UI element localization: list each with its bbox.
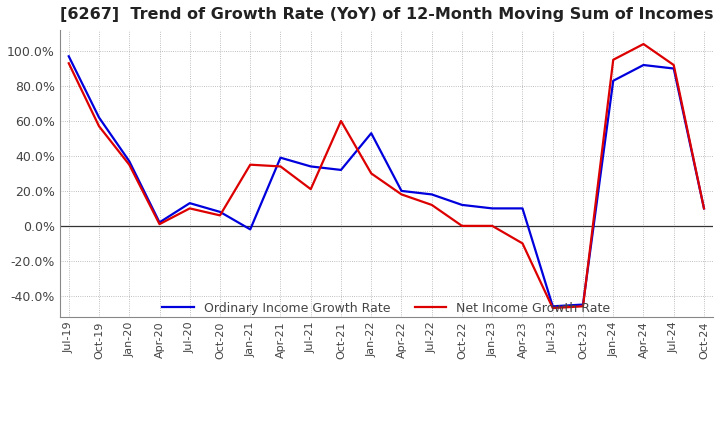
Net Income Growth Rate bbox=[549, 305, 557, 311]
Ordinary Income Growth Rate bbox=[246, 227, 255, 232]
Line: Ordinary Income Growth Rate: Ordinary Income Growth Rate bbox=[68, 56, 704, 306]
Net Income Growth Rate bbox=[156, 221, 164, 227]
Net Income Growth Rate bbox=[609, 57, 618, 62]
Ordinary Income Growth Rate bbox=[670, 66, 678, 71]
Ordinary Income Growth Rate bbox=[337, 167, 346, 172]
Net Income Growth Rate bbox=[700, 206, 708, 211]
Ordinary Income Growth Rate bbox=[156, 220, 164, 225]
Net Income Growth Rate bbox=[64, 61, 73, 66]
Title: [6267]  Trend of Growth Rate (YoY) of 12-Month Moving Sum of Incomes: [6267] Trend of Growth Rate (YoY) of 12-… bbox=[60, 7, 713, 22]
Ordinary Income Growth Rate bbox=[549, 304, 557, 309]
Net Income Growth Rate bbox=[639, 41, 648, 47]
Ordinary Income Growth Rate bbox=[64, 54, 73, 59]
Net Income Growth Rate bbox=[95, 124, 104, 129]
Net Income Growth Rate bbox=[518, 241, 527, 246]
Ordinary Income Growth Rate bbox=[95, 115, 104, 120]
Ordinary Income Growth Rate bbox=[186, 201, 194, 206]
Net Income Growth Rate bbox=[458, 223, 467, 228]
Ordinary Income Growth Rate bbox=[428, 192, 436, 197]
Ordinary Income Growth Rate bbox=[639, 62, 648, 68]
Net Income Growth Rate bbox=[670, 62, 678, 68]
Ordinary Income Growth Rate bbox=[458, 202, 467, 208]
Net Income Growth Rate bbox=[186, 206, 194, 211]
Net Income Growth Rate bbox=[337, 118, 346, 124]
Net Income Growth Rate bbox=[397, 192, 406, 197]
Ordinary Income Growth Rate bbox=[518, 206, 527, 211]
Net Income Growth Rate bbox=[216, 213, 225, 218]
Ordinary Income Growth Rate bbox=[125, 158, 134, 164]
Net Income Growth Rate bbox=[579, 304, 588, 309]
Net Income Growth Rate bbox=[307, 187, 315, 192]
Net Income Growth Rate bbox=[246, 162, 255, 167]
Ordinary Income Growth Rate bbox=[216, 209, 225, 215]
Net Income Growth Rate bbox=[125, 162, 134, 167]
Net Income Growth Rate bbox=[367, 171, 376, 176]
Ordinary Income Growth Rate bbox=[307, 164, 315, 169]
Net Income Growth Rate bbox=[276, 164, 285, 169]
Ordinary Income Growth Rate bbox=[700, 206, 708, 211]
Net Income Growth Rate bbox=[488, 223, 497, 228]
Ordinary Income Growth Rate bbox=[579, 302, 588, 307]
Ordinary Income Growth Rate bbox=[488, 206, 497, 211]
Ordinary Income Growth Rate bbox=[397, 188, 406, 194]
Ordinary Income Growth Rate bbox=[276, 155, 285, 160]
Net Income Growth Rate bbox=[428, 202, 436, 208]
Ordinary Income Growth Rate bbox=[609, 78, 618, 84]
Line: Net Income Growth Rate: Net Income Growth Rate bbox=[68, 44, 704, 308]
Legend: Ordinary Income Growth Rate, Net Income Growth Rate: Ordinary Income Growth Rate, Net Income … bbox=[157, 297, 616, 320]
Ordinary Income Growth Rate bbox=[367, 131, 376, 136]
